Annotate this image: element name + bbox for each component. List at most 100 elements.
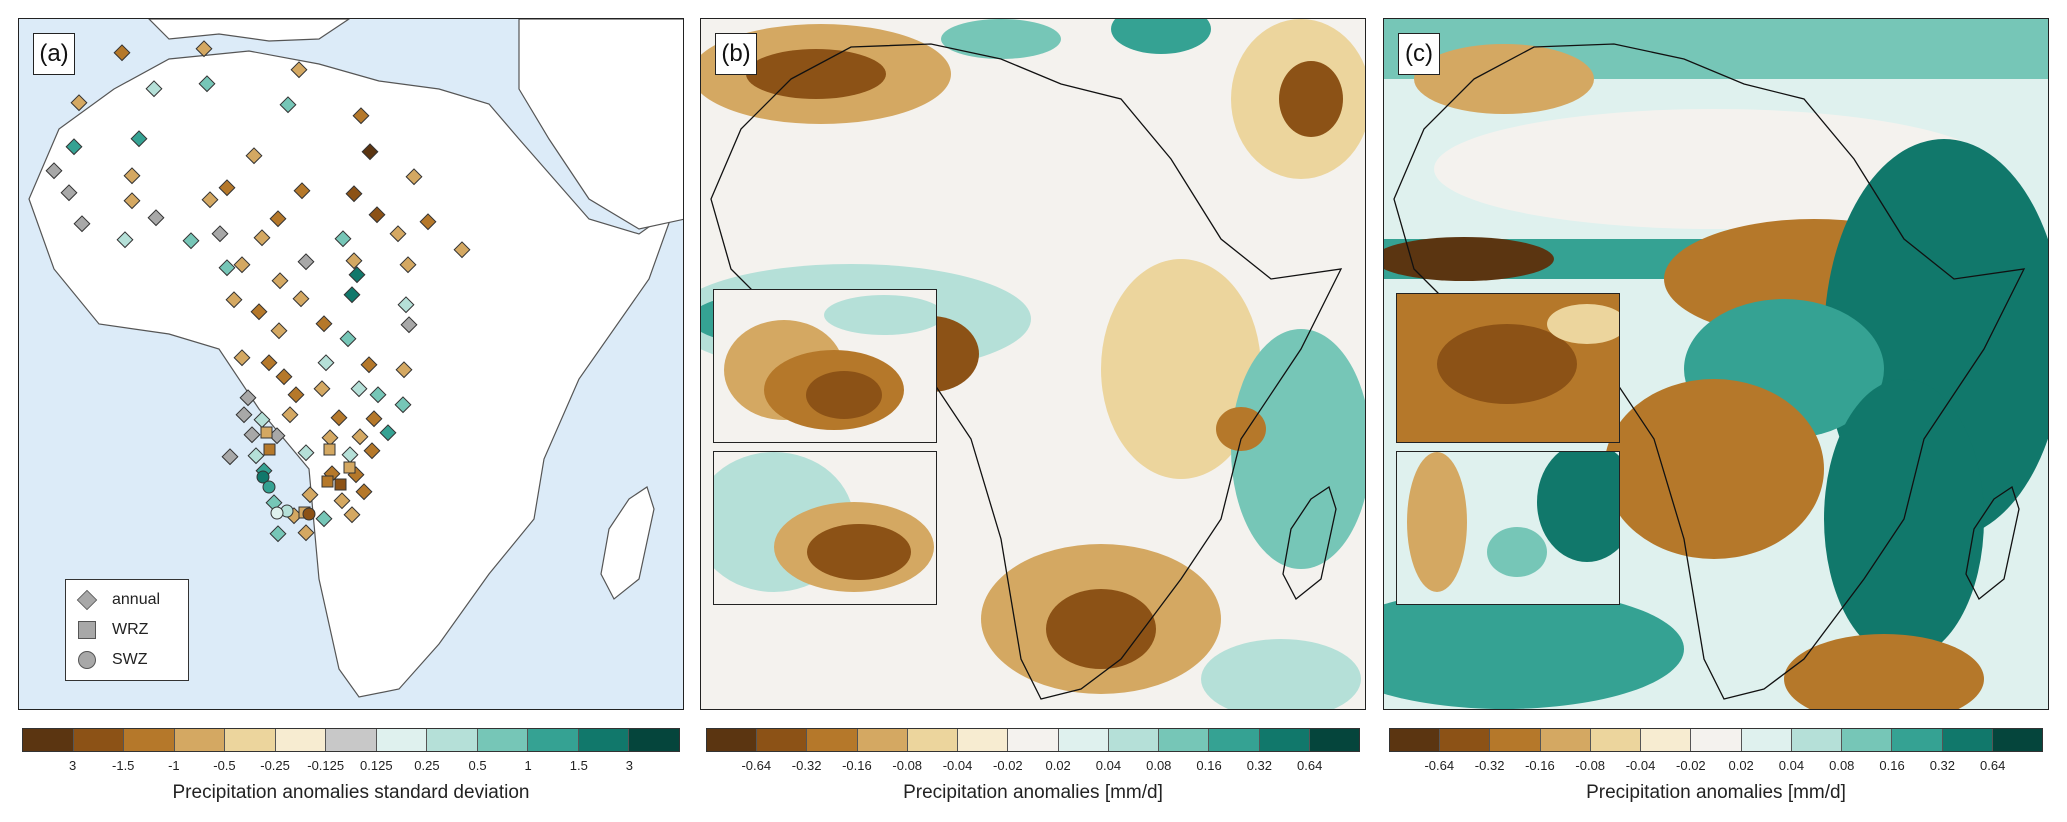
station-marker	[239, 389, 257, 407]
station-marker	[363, 442, 381, 460]
station-marker	[123, 192, 141, 210]
colorbar-segment	[477, 729, 529, 751]
inset-svg	[714, 452, 934, 592]
colorbar-tick-label: 0.08	[1146, 758, 1172, 773]
station-marker	[201, 191, 219, 209]
legend-label: SWZ	[112, 651, 148, 668]
station-marker	[263, 443, 276, 456]
anomaly-blob	[807, 524, 911, 580]
station-marker	[395, 361, 413, 379]
colorbar-tick-label: -0.32	[1474, 758, 1505, 773]
station-marker	[45, 162, 63, 180]
anomaly-blob	[1201, 639, 1361, 709]
station-marker	[235, 406, 253, 424]
panel-b-inset-upper	[713, 289, 937, 443]
station-marker	[182, 232, 200, 250]
colorbar-c-title: Precipitation anomalies [mm/d]	[1586, 782, 1846, 803]
panel-c-inset-lower	[1396, 451, 1620, 605]
anomaly-blob	[746, 49, 886, 99]
colorbar-segment	[1390, 729, 1441, 751]
colorbar-tick-label: -0.02	[1676, 758, 1706, 773]
anomaly-blob	[1434, 109, 1994, 229]
station-marker	[147, 209, 165, 227]
colorbar-segment	[1691, 729, 1742, 751]
station-marker	[334, 230, 352, 248]
station-marker	[343, 286, 361, 304]
panel-c-inset-upper	[1396, 293, 1620, 443]
colorbar-segment	[1590, 729, 1642, 751]
anomaly-blob	[1111, 19, 1211, 54]
colorbar-tick-label: 1	[524, 758, 532, 773]
anomaly-blob	[1384, 589, 1684, 709]
station-marker	[394, 396, 412, 414]
colorbar-segment	[1309, 729, 1360, 751]
colorbar-segment	[1490, 729, 1541, 751]
anomaly-blob	[1384, 237, 1554, 281]
station-marker	[297, 253, 315, 271]
station-marker	[290, 61, 308, 79]
panel-b-label: (b)	[715, 33, 757, 75]
colorbar-tick-label: 0.32	[1246, 758, 1273, 773]
station-marker	[243, 426, 261, 444]
marker-legend: annual WRZ SWZ	[65, 579, 189, 681]
anomaly-blob	[1279, 61, 1343, 137]
colorbar-tick-label: -0.64	[741, 758, 772, 773]
station-marker	[247, 447, 265, 465]
anomaly-blob	[1784, 634, 1984, 709]
colorbar-segment	[1741, 729, 1792, 751]
inset-svg	[1437, 304, 1619, 404]
square-marker-icon	[78, 621, 96, 639]
colorbar-segment	[73, 729, 125, 751]
colorbar-tick-label: -0.16	[842, 758, 872, 773]
station-marker	[339, 330, 357, 348]
africa-landmass	[28, 50, 676, 698]
colorbar-segment	[376, 729, 428, 751]
station-marker	[301, 486, 319, 504]
station-marker	[350, 380, 368, 398]
colorbar-segment	[1992, 729, 2043, 751]
station-marker	[397, 296, 415, 314]
station-marker	[221, 448, 239, 466]
station-marker	[65, 138, 83, 156]
station-marker	[379, 424, 397, 442]
station-marker	[145, 80, 163, 98]
colorbar-tick-label: -1	[168, 758, 180, 773]
station-marker	[116, 231, 134, 249]
colorbar-tick-label: -0.04	[1625, 758, 1656, 773]
colorbar-tick-label: 1.5	[569, 758, 588, 773]
colorbar-segment	[629, 729, 679, 751]
colorbar-tick-label: -0.04	[942, 758, 973, 773]
station-marker	[352, 107, 370, 125]
colorbar-tick-label: -0.02	[993, 758, 1023, 773]
colorbar-segment	[528, 729, 579, 751]
anomaly-blob	[1487, 527, 1547, 577]
station-marker	[361, 143, 379, 161]
station-marker	[333, 492, 351, 510]
colorbar-b	[706, 728, 1360, 752]
colorbar-segment	[1008, 729, 1059, 751]
station-marker	[360, 356, 378, 374]
colorbar-segment	[1209, 729, 1260, 751]
colorbar-c-ticks: -0.64 -0.32 -0.16 -0.08 -0.04 -0.02 0.02 0.04 0.…	[1389, 758, 2043, 776]
station-marker	[343, 461, 356, 474]
colorbar-tick-label: 0.16	[1196, 758, 1222, 773]
colorbar-segment	[1058, 729, 1109, 751]
colorbar-a-title: Precipitation anomalies standard deviati…	[172, 782, 530, 803]
anomaly-blob	[1437, 324, 1577, 404]
station-marker	[60, 184, 78, 202]
anomaly-blob	[941, 19, 1061, 59]
colorbar-tick-label: 3	[68, 758, 77, 773]
station-marker	[315, 315, 333, 333]
colorbar-tick-label: 0.02	[1045, 758, 1071, 773]
colorbar-tick-label: -0.5	[213, 758, 236, 773]
station-marker	[269, 210, 287, 228]
colorbar-tick-label: 0.04	[1778, 758, 1805, 773]
colorbar-tick-label: 0.08	[1829, 758, 1855, 773]
station-marker	[269, 525, 287, 543]
colorbar-segment	[427, 729, 478, 751]
colorbar-segment	[1641, 729, 1692, 751]
station-marker	[225, 291, 243, 309]
anomaly-field	[1384, 19, 2048, 709]
panel-a-map-svg	[28, 19, 683, 698]
station-marker	[293, 182, 311, 200]
